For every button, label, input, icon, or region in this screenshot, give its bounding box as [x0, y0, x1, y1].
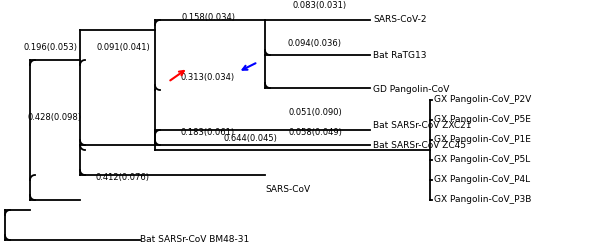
Text: Bat SARSr-CoV ZXC21: Bat SARSr-CoV ZXC21: [373, 120, 472, 130]
Text: 0.051(0.090): 0.051(0.090): [288, 108, 342, 117]
Text: GX Pangolin-CoV_P4L: GX Pangolin-CoV_P4L: [434, 175, 530, 184]
Text: SARS-CoV: SARS-CoV: [265, 185, 310, 195]
Text: 0.196(0.053): 0.196(0.053): [24, 43, 78, 52]
Text: GD Pangolin-CoV: GD Pangolin-CoV: [373, 85, 449, 94]
Text: GX Pangolin-CoV_P5L: GX Pangolin-CoV_P5L: [434, 155, 530, 165]
Text: 0.412(0.076): 0.412(0.076): [96, 173, 150, 182]
Text: 0.083(0.031): 0.083(0.031): [293, 1, 347, 10]
Text: GX Pangolin-CoV_P3B: GX Pangolin-CoV_P3B: [434, 196, 531, 205]
Text: 0.183(0.061): 0.183(0.061): [181, 128, 235, 137]
Text: GX Pangolin-CoV_P1E: GX Pangolin-CoV_P1E: [434, 136, 531, 144]
Text: 0.094(0.036): 0.094(0.036): [288, 39, 342, 48]
Text: 0.313(0.034): 0.313(0.034): [181, 73, 235, 82]
Text: GX Pangolin-CoV_P2V: GX Pangolin-CoV_P2V: [434, 96, 531, 105]
Text: Bat SARSr-CoV BM48-31: Bat SARSr-CoV BM48-31: [140, 236, 249, 244]
Text: 0.158(0.034): 0.158(0.034): [181, 13, 235, 22]
Text: SARS-CoV-2: SARS-CoV-2: [373, 16, 426, 24]
Text: 0.058(0.049): 0.058(0.049): [288, 128, 342, 137]
Text: 0.644(0.045): 0.644(0.045): [223, 134, 277, 143]
Text: Bat RaTG13: Bat RaTG13: [373, 50, 426, 59]
Text: 0.091(0.041): 0.091(0.041): [96, 43, 150, 52]
Text: 0.428(0.098): 0.428(0.098): [28, 113, 82, 122]
Text: GX Pangolin-CoV_P5E: GX Pangolin-CoV_P5E: [434, 115, 531, 124]
Text: Bat SARSr-CoV ZC45: Bat SARSr-CoV ZC45: [373, 141, 466, 149]
